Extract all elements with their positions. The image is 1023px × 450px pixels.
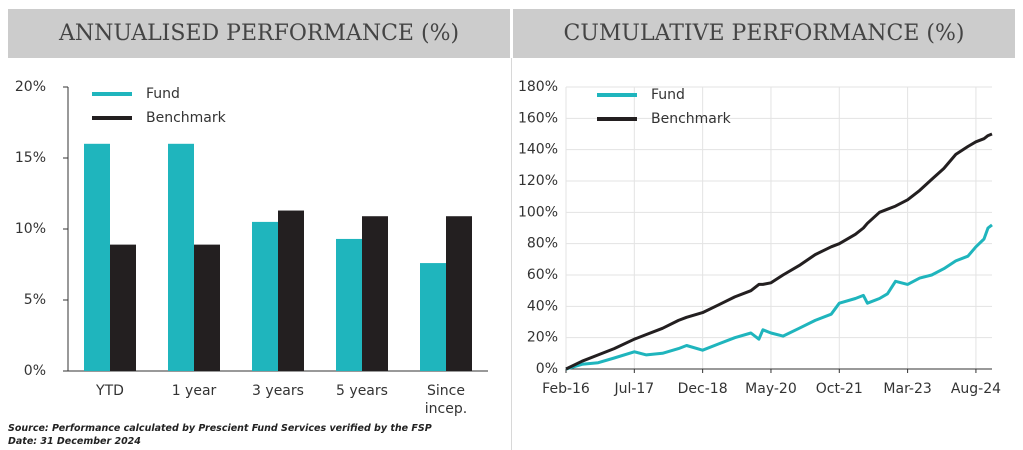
series-line — [565, 132, 993, 371]
y-tick-label: 140% — [518, 142, 558, 158]
y-tick-label: 100% — [518, 204, 558, 220]
y-tick-label: 160% — [518, 110, 558, 126]
legend-label: Fund — [651, 87, 685, 103]
x-tick-label: Since incep. — [424, 383, 468, 417]
y-tick-label: 20% — [15, 79, 46, 95]
source-note: Source: Performance calculated by Presci… — [8, 423, 432, 434]
legend-label: Benchmark — [651, 111, 732, 127]
y-tick-label: 5% — [24, 292, 46, 308]
bar — [84, 143, 110, 371]
x-tick-label: Aug-24 — [951, 381, 1001, 397]
x-tick-label: YTD — [96, 383, 124, 399]
bar — [336, 238, 362, 371]
x-tick-label: Feb-16 — [542, 381, 590, 397]
bar — [420, 263, 446, 371]
x-tick-label: Mar-23 — [883, 381, 931, 397]
chart-title: ANNUALISED PERFORMANCE (%) — [58, 21, 459, 46]
bar — [278, 210, 304, 371]
bar — [110, 244, 136, 371]
legend-label: Benchmark — [146, 110, 227, 126]
x-tick-label: 5 years — [336, 383, 388, 399]
y-tick-label: 0% — [24, 363, 46, 379]
date-note: Date: 31 December 2024 — [8, 436, 141, 447]
y-tick-label: 120% — [518, 173, 558, 189]
bar — [194, 244, 220, 371]
y-tick-label: 15% — [15, 150, 46, 166]
x-tick-label: 1 year — [171, 383, 217, 399]
legend-label: Fund — [146, 86, 180, 102]
x-tick-label: May-20 — [745, 381, 797, 397]
y-tick-label: 60% — [527, 267, 558, 283]
header-bar — [8, 9, 510, 58]
y-tick-label: 40% — [527, 298, 558, 314]
x-tick-label: Jul-17 — [613, 381, 654, 397]
x-tick-label: Oct-21 — [816, 381, 863, 397]
y-tick-label: 0% — [536, 361, 558, 377]
series-line — [565, 223, 993, 371]
chart-title: CUMULATIVE PERFORMANCE (%) — [564, 21, 965, 46]
bar — [446, 216, 472, 371]
y-tick-label: 10% — [15, 221, 46, 237]
bar — [252, 221, 278, 371]
bar — [168, 143, 194, 371]
y-tick-label: 180% — [518, 79, 558, 95]
header-bar — [513, 9, 1015, 58]
x-tick-label: 3 years — [252, 383, 304, 399]
bar — [362, 216, 388, 371]
y-tick-label: 80% — [527, 236, 558, 252]
y-tick-label: 20% — [527, 330, 558, 346]
x-tick-label: Dec-18 — [678, 381, 728, 397]
